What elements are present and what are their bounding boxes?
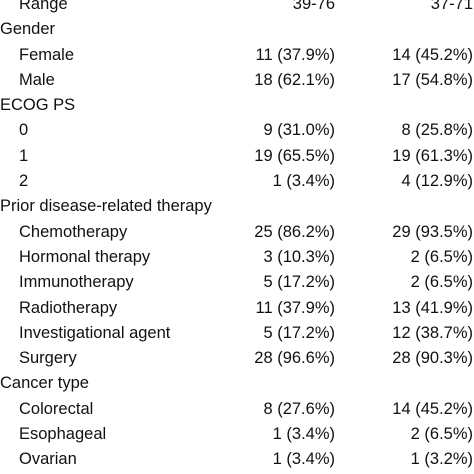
row-label: Ovarian [19, 450, 77, 469]
cell-group-1: 11 (37.9%) [255, 298, 336, 317]
cell-group-1: 18 (62.1%) [254, 70, 335, 89]
table-row: Colorectal 8 (27.6%) 14 (45.2%) [0, 397, 474, 422]
row-label: 2 [19, 172, 29, 191]
cell-group-2: 2 (6.5%) [410, 247, 473, 266]
cell-group-2: 12 (38.7%) [392, 323, 473, 342]
row-label: Esophageal [19, 425, 107, 444]
cell-group-2: 14 (45.2%) [392, 399, 473, 418]
cell-group-1: 5 (17.2%) [263, 323, 335, 342]
table-row: 2 1 (3.4%) 4 (12.9%) [0, 169, 474, 194]
section-header-row: Gender [0, 17, 474, 42]
row-label: Colorectal [19, 399, 94, 418]
cell-group-2: 4 (12.9%) [401, 172, 473, 191]
row-label: Chemotherapy [19, 222, 128, 241]
cell-group-1: 1 (3.4%) [272, 425, 335, 444]
cell-group-2: 37-71 [430, 0, 473, 13]
row-label: 0 [19, 121, 29, 140]
section-header-row: Cancer type [0, 371, 474, 396]
row-label: Surgery [19, 349, 77, 368]
table-row: 1 19 (65.5%) 19 (61.3%) [0, 144, 474, 169]
row-label: Female [19, 45, 75, 64]
cell-group-2: 2 (6.5%) [410, 273, 473, 292]
cell-group-1: 11 (37.9%) [255, 45, 336, 64]
cell-group-2: 13 (41.9%) [392, 298, 473, 317]
cell-group-1: 25 (86.2%) [254, 222, 335, 241]
cell-group-2: 29 (93.5%) [392, 222, 473, 241]
table-row: Hormonal therapy 3 (10.3%) 2 (6.5%) [0, 245, 474, 270]
cell-group-2: 8 (25.8%) [401, 121, 473, 140]
cell-group-1: 9 (31.0%) [263, 121, 335, 140]
row-label: Radiotherapy [19, 298, 118, 317]
cell-group-1: 1 (3.4%) [272, 450, 335, 469]
section-label: Gender [0, 20, 56, 39]
row-label: 1 [19, 146, 29, 165]
cell-group-2: 2 (6.5%) [410, 425, 473, 444]
cell-group-1: 1 (3.4%) [272, 172, 335, 191]
table-row: Investigational agent 5 (17.2%) 12 (38.7%) [0, 321, 474, 346]
row-label: Hormonal therapy [19, 247, 151, 266]
cell-group-2: 17 (54.8%) [392, 70, 473, 89]
cell-group-1: 39-76 [292, 0, 335, 13]
row-label: Male [19, 70, 55, 89]
table-row: Radiotherapy 11 (37.9%) 13 (41.9%) [0, 296, 474, 321]
section-label: ECOG PS [0, 96, 76, 115]
section-header-row: ECOG PS [0, 93, 474, 118]
table-row: Immunotherapy 5 (17.2%) 2 (6.5%) [0, 270, 474, 295]
cell-group-2: 14 (45.2%) [392, 45, 473, 64]
cell-group-1: 8 (27.6%) [263, 399, 335, 418]
table-row: Esophageal 1 (3.4%) 2 (6.5%) [0, 422, 474, 447]
table-row: Ovarian 1 (3.4%) 1 (3.2%) [0, 447, 474, 472]
section-label: Prior disease-related therapy [0, 197, 212, 216]
table-row: Chemotherapy 25 (86.2%) 29 (93.5%) [0, 220, 474, 245]
table-row: 0 9 (31.0%) 8 (25.8%) [0, 118, 474, 143]
row-label: Investigational agent [19, 323, 171, 342]
table-row: Range 39-76 37-71 [0, 0, 474, 17]
row-label: Range [19, 0, 68, 13]
section-label: Cancer type [0, 374, 89, 393]
table-row: Female 11 (37.9%) 14 (45.2%) [0, 43, 474, 68]
cell-group-1: 3 (10.3%) [263, 247, 335, 266]
cell-group-1: 28 (96.6%) [254, 349, 335, 368]
table-row: Surgery 28 (96.6%) 28 (90.3%) [0, 346, 474, 371]
cell-group-1: 5 (17.2%) [263, 273, 335, 292]
cell-group-2: 1 (3.2%) [410, 450, 473, 469]
cell-group-1: 19 (65.5%) [254, 146, 335, 165]
section-header-row: Prior disease-related therapy [0, 194, 474, 219]
cell-group-2: 28 (90.3%) [392, 349, 473, 368]
table-row: Male 18 (62.1%) 17 (54.8%) [0, 68, 474, 93]
row-label: Immunotherapy [19, 273, 134, 292]
cell-group-2: 19 (61.3%) [392, 146, 473, 165]
